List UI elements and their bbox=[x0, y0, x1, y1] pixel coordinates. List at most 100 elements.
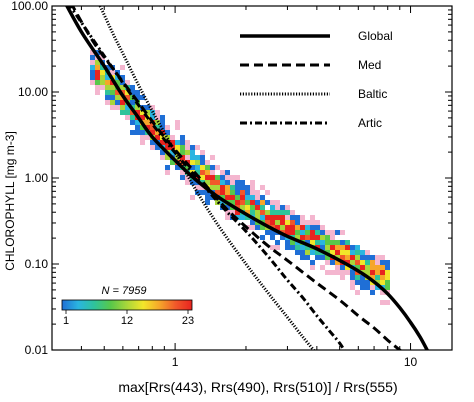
density-cell bbox=[360, 255, 365, 260]
density-cell bbox=[265, 200, 270, 205]
density-cell bbox=[350, 255, 355, 260]
density-cell bbox=[170, 150, 175, 155]
density-cell bbox=[295, 220, 300, 225]
density-cell bbox=[105, 80, 110, 85]
density-cell bbox=[95, 65, 100, 70]
density-cell bbox=[220, 200, 225, 205]
density-cell bbox=[215, 190, 220, 195]
density-cell bbox=[155, 130, 160, 135]
density-cell bbox=[270, 215, 275, 220]
density-cell bbox=[210, 155, 215, 160]
colorbar-label: 23 bbox=[182, 315, 194, 327]
density-cell bbox=[175, 145, 180, 150]
density-cell bbox=[295, 230, 300, 235]
density-cell bbox=[185, 180, 190, 185]
density-cell bbox=[95, 75, 100, 80]
density-cell bbox=[170, 135, 175, 140]
density-cell bbox=[205, 200, 210, 205]
density-cell bbox=[235, 200, 240, 205]
density-cell bbox=[175, 125, 180, 130]
density-cell bbox=[240, 195, 245, 200]
density-cell bbox=[215, 175, 220, 180]
density-cell bbox=[290, 245, 295, 250]
density-cell bbox=[355, 290, 360, 295]
density-cell bbox=[275, 240, 280, 245]
density-cell bbox=[305, 235, 310, 240]
density-cell bbox=[230, 180, 235, 185]
density-cell bbox=[225, 170, 230, 175]
density-cell bbox=[295, 245, 300, 250]
density-cell bbox=[330, 250, 335, 255]
density-cell bbox=[130, 85, 135, 90]
density-cell bbox=[295, 235, 300, 240]
density-cell bbox=[105, 65, 110, 70]
colorbar: N = 7959 1 12 23 bbox=[61, 285, 194, 327]
density-cell bbox=[150, 145, 155, 150]
density-cell bbox=[185, 155, 190, 160]
density-cell bbox=[340, 270, 345, 275]
density-cell bbox=[205, 165, 210, 170]
density-cell bbox=[305, 220, 310, 225]
density-cell bbox=[210, 180, 215, 185]
density-cell bbox=[315, 230, 320, 235]
density-cell bbox=[350, 280, 355, 285]
density-cell bbox=[315, 220, 320, 225]
density-cell bbox=[180, 140, 185, 145]
density-cell bbox=[245, 195, 250, 200]
density-cell bbox=[230, 175, 235, 180]
density-cell bbox=[290, 225, 295, 230]
density-cell bbox=[345, 250, 350, 255]
density-cell bbox=[205, 180, 210, 185]
legend-label: Global bbox=[358, 29, 393, 43]
density-cell bbox=[180, 155, 185, 160]
density-cell bbox=[90, 80, 95, 85]
density-cell bbox=[315, 255, 320, 260]
density-cell bbox=[285, 205, 290, 210]
density-cell bbox=[365, 260, 370, 265]
density-cell bbox=[105, 85, 110, 90]
density-cell bbox=[310, 220, 315, 225]
density-cell bbox=[385, 285, 390, 290]
density-cell bbox=[110, 105, 115, 110]
density-cell bbox=[320, 235, 325, 240]
density-cell bbox=[205, 160, 210, 165]
density-cell bbox=[120, 80, 125, 85]
density-cell bbox=[315, 235, 320, 240]
density-cell bbox=[220, 185, 225, 190]
series-line-med bbox=[70, 6, 403, 350]
density-cell bbox=[380, 260, 385, 265]
density-cell bbox=[270, 200, 275, 205]
density-cell bbox=[115, 90, 120, 95]
density-cell bbox=[155, 125, 160, 130]
density-cell bbox=[250, 205, 255, 210]
density-cell bbox=[100, 70, 105, 75]
density-cell bbox=[220, 190, 225, 195]
density-cell bbox=[340, 230, 345, 235]
density-cell bbox=[335, 230, 340, 235]
density-cell bbox=[255, 205, 260, 210]
density-cell bbox=[285, 240, 290, 245]
density-cell bbox=[380, 265, 385, 270]
density-cell bbox=[205, 170, 210, 175]
density-cell bbox=[105, 90, 110, 95]
density-cell bbox=[260, 210, 265, 215]
density-cell bbox=[130, 110, 135, 115]
density-cell bbox=[330, 230, 335, 235]
density-cell bbox=[270, 220, 275, 225]
density-cell bbox=[360, 250, 365, 255]
density-cell bbox=[320, 255, 325, 260]
density-cell bbox=[360, 280, 365, 285]
density-cell bbox=[245, 205, 250, 210]
density-cell bbox=[280, 220, 285, 225]
density-cell bbox=[130, 120, 135, 125]
density-cell bbox=[155, 110, 160, 115]
density-cell bbox=[190, 155, 195, 160]
density-cell bbox=[145, 125, 150, 130]
density-cell bbox=[235, 185, 240, 190]
y-tick-label: 100.00 bbox=[11, 0, 48, 13]
density-cell bbox=[230, 200, 235, 205]
density-cell bbox=[150, 130, 155, 135]
density-cell bbox=[225, 195, 230, 200]
density-cell bbox=[210, 170, 215, 175]
density-cell bbox=[365, 270, 370, 275]
